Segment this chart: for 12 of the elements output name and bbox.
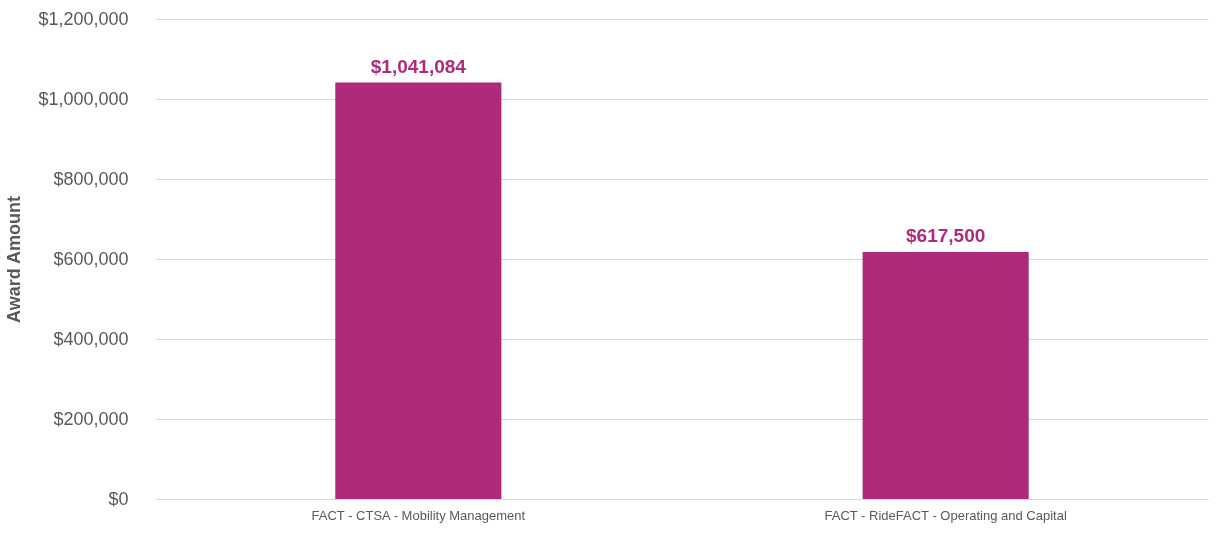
- y-tick-label: $600,000: [53, 248, 129, 269]
- x-tick-label: FACT - RideFACT - Operating and Capital: [824, 507, 1067, 523]
- y-tick-label: $800,000: [53, 168, 129, 189]
- x-tick-label: FACT - CTSA - Mobility Management: [311, 507, 526, 523]
- data-label: $1,041,084: [370, 55, 467, 77]
- y-tick-label: $1,000,000: [38, 88, 129, 109]
- data-label: $617,500: [906, 225, 986, 246]
- y-tick-label: $0: [108, 488, 129, 509]
- y-tick-label: $200,000: [53, 408, 129, 429]
- y-tick-label: $400,000: [53, 328, 129, 349]
- y-tick-label: $1,200,000: [38, 8, 129, 29]
- y-axis-title: Award Amount: [4, 195, 25, 324]
